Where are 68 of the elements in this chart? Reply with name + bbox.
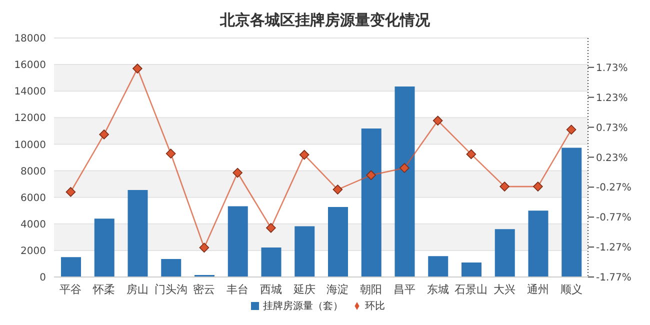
y-tick-label: 12000 <box>14 113 46 124</box>
x-tick-label: 大兴 <box>494 282 516 296</box>
point <box>400 163 410 173</box>
point <box>500 182 510 192</box>
y2-tick-label: -0.77% <box>596 212 632 224</box>
x-tick-label: 朝阳 <box>360 282 382 296</box>
x-tick-label: 昌平 <box>393 282 416 296</box>
point <box>332 184 343 194</box>
bar <box>361 128 382 277</box>
x-tick-label: 房山 <box>126 282 148 296</box>
y-tick-label: 18000 <box>14 34 46 45</box>
bar <box>494 229 515 277</box>
x-tick-label: 丰台 <box>226 282 249 296</box>
y2-tick-label: -1.77% <box>596 272 632 284</box>
y-tick-label: 2000 <box>20 246 46 257</box>
y-tick-label: 4000 <box>20 219 46 230</box>
bar <box>261 248 282 277</box>
point <box>266 222 276 233</box>
point <box>432 116 443 126</box>
y2-tick-label: 1.23% <box>596 92 628 104</box>
x-tick-label: 延庆 <box>292 282 316 296</box>
bar <box>462 262 482 277</box>
y2-tick-label: 0.23% <box>596 152 628 164</box>
x-tick-label: 西城 <box>260 282 282 296</box>
legend-label: 环比 <box>365 301 385 312</box>
y-tick-label: 10000 <box>14 140 46 151</box>
bar <box>94 218 114 277</box>
chart-title: 北京各城区挂牌房源量变化情况 <box>218 10 431 31</box>
point <box>99 130 109 140</box>
point <box>366 170 376 180</box>
legend-label: 挂牌房源量（套） <box>263 301 343 312</box>
point <box>166 148 176 159</box>
bar <box>61 257 81 277</box>
y2-tick-label: -0.27% <box>596 182 632 194</box>
point <box>66 187 76 197</box>
y2-tick-label: 0.73% <box>596 122 628 134</box>
y2-tick-label: 1.73% <box>596 62 628 74</box>
point <box>466 149 476 160</box>
bar <box>228 206 248 277</box>
bar <box>428 256 448 277</box>
y-tick-label: 16000 <box>14 60 46 72</box>
bar <box>394 86 415 277</box>
y-tick-label: 6000 <box>20 192 46 204</box>
point <box>299 150 310 160</box>
bar <box>161 258 182 277</box>
x-tick-label: 门头沟 <box>154 282 188 296</box>
point <box>566 124 576 135</box>
y2-tick-label: -1.27% <box>596 242 632 254</box>
point <box>533 182 543 192</box>
x-tick-label: 石景山 <box>454 282 488 296</box>
point <box>132 64 142 74</box>
point <box>232 168 242 178</box>
x-tick-label: 平谷 <box>60 282 82 296</box>
x-tick-label: 通州 <box>526 282 549 296</box>
bar <box>128 190 148 277</box>
y-tick-label: 8000 <box>20 166 46 178</box>
x-tick-label: 怀柔 <box>92 282 116 296</box>
point <box>199 242 210 253</box>
x-tick-label: 顺义 <box>560 282 582 296</box>
x-tick-label: 海淀 <box>326 282 349 296</box>
x-tick-label: 密云 <box>193 282 216 296</box>
y-tick-label: 0 <box>40 272 46 284</box>
bar <box>528 210 548 277</box>
y-tick-label: 14000 <box>14 86 46 98</box>
bar <box>294 226 315 277</box>
bar <box>562 148 582 277</box>
bar <box>328 207 348 277</box>
x-tick-label: 东城 <box>426 282 449 296</box>
